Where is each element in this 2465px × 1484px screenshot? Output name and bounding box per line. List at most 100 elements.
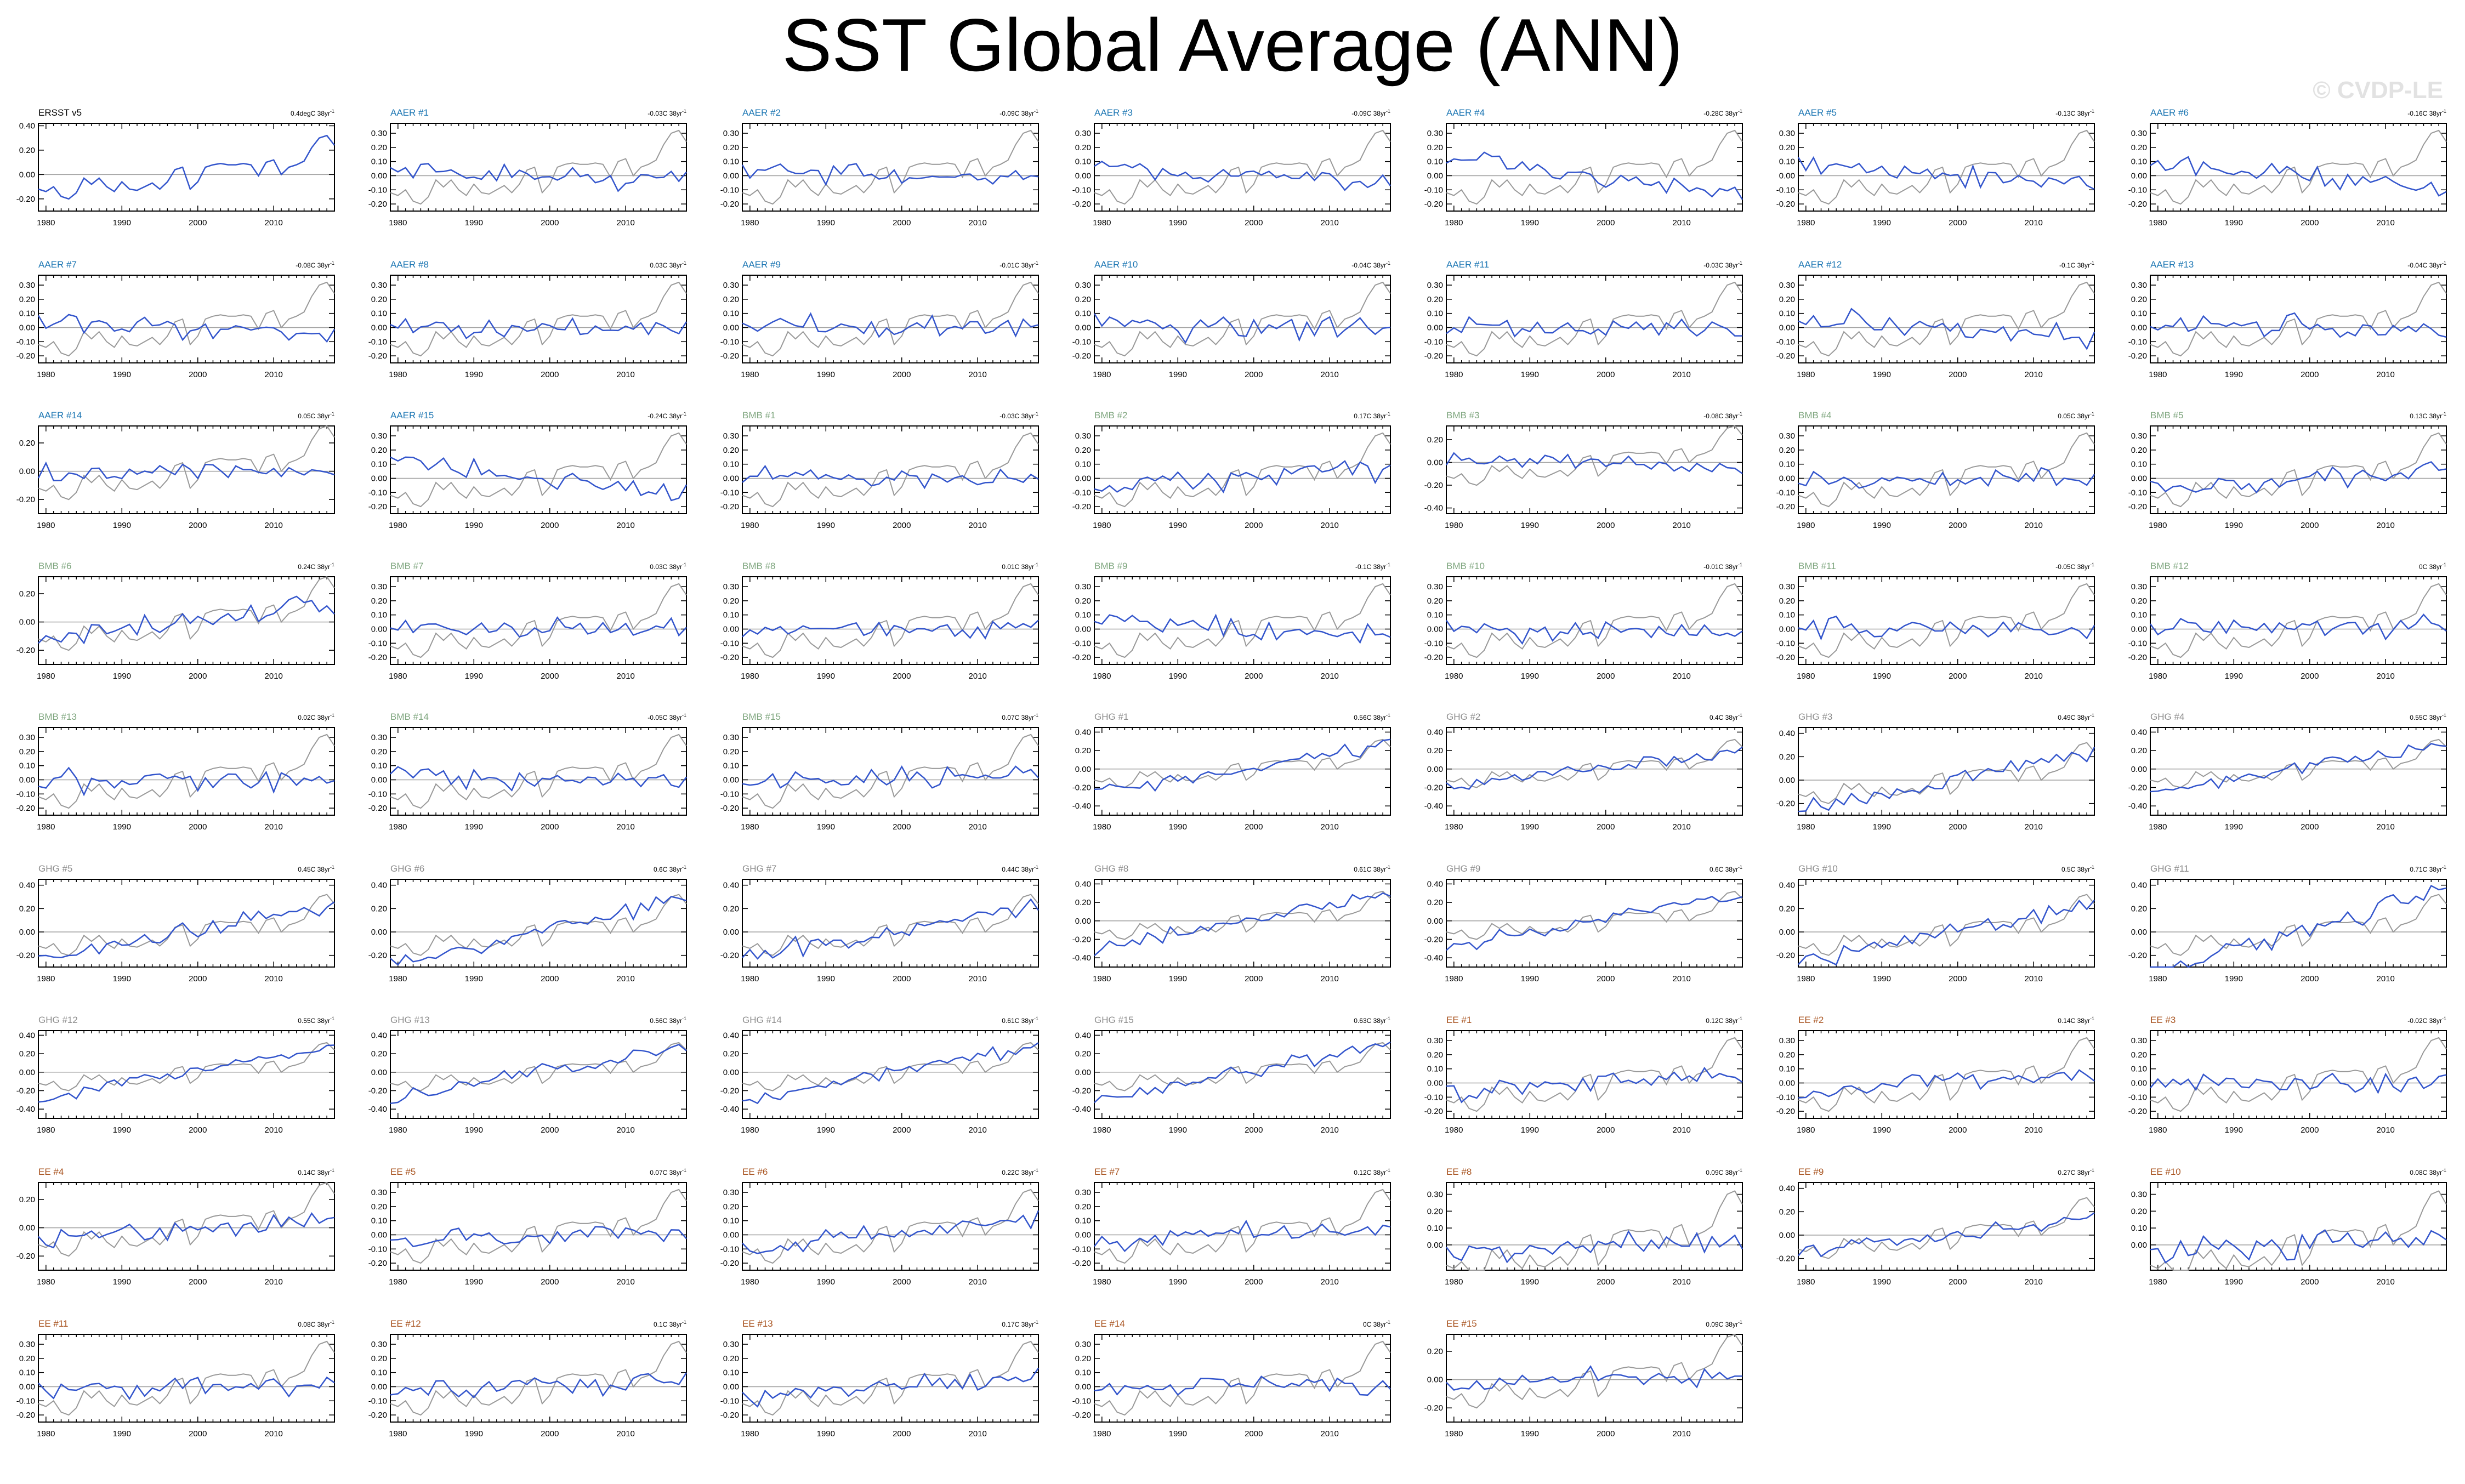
member-series-line [390,897,686,965]
y-tick-label: -0.10 [720,639,739,648]
x-tick-label: 2010 [617,370,635,379]
y-tick-label: -0.20 [16,646,35,655]
x-tick-label: 1990 [2225,672,2243,681]
x-tick-label: 1990 [817,370,835,379]
panel-trend-label: 0.17C 38yr-1 [1354,411,1390,420]
x-tick-label: 2000 [189,672,207,681]
y-tick-label: 0.00 [1075,474,1091,483]
member-series-line [1446,453,1742,474]
panel-trend-label: -0.03C 38yr-1 [999,411,1038,420]
y-tick-label: 0.20 [1779,596,1795,606]
y-tick-label: 0.00 [19,323,35,332]
panel-label: AAER #8 [390,259,429,270]
x-tick-label: 1980 [389,370,407,379]
y-tick-label: 0.20 [1779,143,1795,152]
y-tick-label: 0.00 [1779,776,1795,785]
x-tick-label: 2010 [1321,822,1339,832]
member-series-line [1094,314,1390,343]
y-tick-label: 0.00 [723,775,739,784]
x-tick-label: 1980 [389,672,407,681]
y-tick-label: -0.10 [720,185,739,195]
trend-superscript: -1 [2090,713,2094,718]
y-tick-label: 0.20 [2131,446,2147,455]
y-tick-label: 0.40 [19,121,35,130]
trend-superscript: -1 [1738,713,1742,718]
y-tick-label: 0.40 [2131,881,2147,890]
observed-reference-line [742,282,1038,356]
observed-reference-line [390,735,686,808]
y-tick-label: 0.20 [371,1049,387,1059]
y-tick-label: 0.20 [371,143,387,152]
x-tick-label: 2010 [1673,370,1691,379]
y-tick-label: 0.20 [2131,596,2147,606]
member-series-line [1798,747,2094,811]
x-tick-label: 1990 [113,218,131,228]
y-tick-label: 0.40 [723,881,739,890]
y-tick-label: -0.20 [1424,351,1443,361]
x-tick-label: 2010 [1321,521,1339,530]
panel-label: BMB #10 [1446,561,1485,571]
y-tick-label: 0.30 [371,733,387,742]
y-tick-label: 0.10 [371,761,387,771]
panel-label: AAER #7 [38,259,77,270]
y-tick-label: -0.20 [1072,200,1091,209]
y-tick-label: 0.20 [1075,596,1091,606]
panel-frame [38,879,334,967]
y-tick-label: 0.20 [2131,904,2147,913]
y-tick-label: 0.20 [1779,752,1795,761]
observed-reference-line [390,584,686,657]
panel-label: GHG #6 [390,863,424,874]
panel-trend-label: 0.03C 38yr-1 [650,260,686,269]
y-tick-label: -0.20 [1776,502,1795,511]
y-tick-label: 0.30 [371,281,387,290]
x-tick-label: 2000 [189,974,207,983]
y-tick-label: -0.10 [368,789,387,799]
panel-frame [390,879,686,967]
panel-trend-label: -0.05C 38yr-1 [2055,562,2094,571]
x-tick-label: 1980 [389,218,407,228]
y-tick-label: -0.20 [720,200,739,209]
trend-superscript: -1 [2090,865,2094,870]
panel-trend-label: -0.04C 38yr-1 [2407,260,2446,269]
y-tick-label: 0.20 [1779,446,1795,455]
panel-trend-label: 0.49C 38yr-1 [2058,713,2094,721]
x-tick-label: 2000 [893,370,911,379]
y-tick-label: 0.20 [371,747,387,757]
x-tick-label: 1980 [1797,370,1815,379]
x-tick-label: 2010 [265,1125,283,1135]
y-tick-label: 0.20 [1075,143,1091,152]
y-tick-label: -0.10 [720,789,739,799]
y-tick-label: 0.00 [1075,765,1091,774]
trend-superscript: -1 [1034,865,1038,870]
panel-label: GHG #12 [38,1015,78,1025]
observed-reference-line [1446,130,1742,204]
x-tick-label: 2000 [2301,974,2319,983]
y-tick-label: -0.10 [1776,639,1795,648]
panel-label: AAER #12 [1798,259,1842,270]
y-tick-label: 0.20 [371,295,387,304]
observed-series-line [38,135,334,199]
trend-superscript: -1 [2442,713,2446,718]
y-tick-label: 0.00 [1427,765,1443,774]
x-tick-label: 2000 [1245,672,1263,681]
y-tick-label: -0.20 [1776,799,1795,809]
trend-superscript: -1 [1386,260,1390,266]
panel-frame [38,577,334,664]
y-tick-label: 0.40 [1075,879,1091,889]
x-tick-label: 2010 [2025,672,2043,681]
y-tick-label: 0.20 [1075,295,1091,304]
y-tick-label: 0.30 [371,129,387,138]
y-tick-label: 0.10 [723,611,739,620]
trend-superscript: -1 [1386,411,1390,417]
